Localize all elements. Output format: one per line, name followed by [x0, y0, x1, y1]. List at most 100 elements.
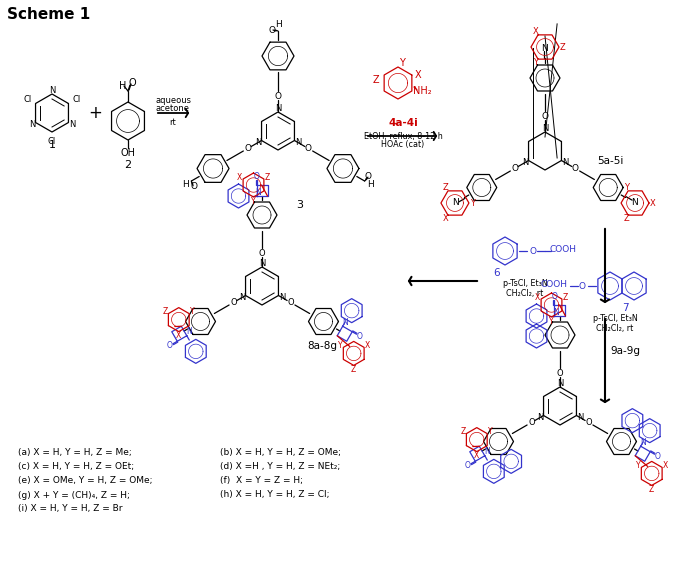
Text: N: N	[557, 378, 563, 388]
Text: 5a-5i: 5a-5i	[597, 156, 623, 166]
Text: Z: Z	[162, 307, 168, 316]
Text: N: N	[522, 158, 528, 167]
Text: O: O	[128, 78, 136, 88]
Text: Y: Y	[549, 317, 553, 325]
Text: Cl: Cl	[48, 137, 56, 145]
Text: O: O	[357, 332, 363, 340]
Text: (a) X = H, Y = H, Z = Me;: (a) X = H, Y = H, Z = Me;	[18, 449, 132, 457]
Text: X: X	[414, 70, 421, 80]
Text: N: N	[537, 413, 543, 422]
Text: N: N	[577, 413, 583, 422]
Text: O: O	[244, 144, 251, 153]
Text: 2: 2	[125, 160, 132, 170]
Text: Cl: Cl	[72, 95, 80, 103]
Text: O: O	[542, 112, 549, 120]
Text: N: N	[484, 447, 490, 456]
Text: NH₂: NH₂	[412, 86, 432, 96]
Text: O: O	[557, 368, 563, 378]
Text: Z: Z	[264, 173, 270, 181]
Text: N: N	[255, 138, 261, 147]
Text: O: O	[530, 246, 536, 256]
Text: Y: Y	[623, 183, 629, 192]
Text: N: N	[239, 293, 245, 302]
Text: (f)  X = Y = Z = H;: (f) X = Y = Z = H;	[220, 476, 303, 486]
Text: O: O	[655, 452, 661, 461]
Text: N: N	[295, 138, 301, 147]
Text: 8a-8g: 8a-8g	[307, 341, 337, 351]
Text: Y: Y	[534, 58, 538, 67]
Text: N: N	[259, 259, 265, 267]
Text: H: H	[182, 180, 188, 189]
Text: O: O	[528, 418, 535, 427]
Text: 7: 7	[622, 303, 628, 313]
Text: Z: Z	[563, 292, 568, 302]
Text: O: O	[511, 164, 518, 173]
Text: Y: Y	[399, 58, 405, 68]
Text: X: X	[533, 27, 539, 36]
Text: p-TsCl, Et₃N: p-TsCl, Et₃N	[503, 278, 547, 288]
Text: rt: rt	[170, 117, 176, 127]
Text: Cl: Cl	[23, 95, 32, 103]
Text: O: O	[551, 292, 558, 300]
Text: 3: 3	[297, 200, 303, 210]
Text: O: O	[579, 282, 586, 290]
Text: (i) X = H, Y = H, Z = Br: (i) X = H, Y = H, Z = Br	[18, 504, 123, 514]
Text: Z: Z	[373, 75, 379, 85]
Text: Scheme 1: Scheme 1	[7, 7, 90, 22]
Text: N: N	[553, 307, 560, 317]
Text: N: N	[279, 293, 285, 302]
Text: N: N	[542, 124, 548, 132]
Text: O: O	[305, 144, 312, 153]
Text: Z: Z	[460, 427, 466, 436]
Text: EtOH, reflux, 8-12 h: EtOH, reflux, 8-12 h	[364, 131, 443, 141]
Text: X: X	[237, 173, 242, 181]
Text: HOAc (cat): HOAc (cat)	[382, 139, 425, 149]
Text: N: N	[68, 120, 75, 129]
Text: O: O	[287, 298, 294, 307]
Text: Z: Z	[443, 183, 449, 192]
Text: Z: Z	[560, 42, 566, 52]
Text: N: N	[275, 103, 281, 113]
Text: O: O	[230, 298, 237, 307]
Text: (h) X = H, Y = H, Z = Cl;: (h) X = H, Y = H, Z = Cl;	[220, 490, 329, 500]
Text: N: N	[452, 198, 459, 207]
Text: Y: Y	[251, 196, 256, 206]
Text: 4a-4i: 4a-4i	[388, 118, 418, 128]
Text: O: O	[190, 182, 197, 191]
Text: O: O	[275, 91, 282, 101]
Text: N: N	[542, 44, 549, 52]
Text: O: O	[365, 172, 372, 181]
Text: O: O	[259, 249, 265, 257]
Text: X: X	[535, 292, 540, 302]
Text: (c) X = H, Y = H, Z = OEt;: (c) X = H, Y = H, Z = OEt;	[18, 462, 134, 472]
Text: Y: Y	[488, 427, 493, 436]
Text: O: O	[585, 418, 592, 427]
Text: N: N	[562, 158, 568, 167]
Text: (g) X + Y = (CH)₄, Z = H;: (g) X + Y = (CH)₄, Z = H;	[18, 490, 130, 500]
Text: X: X	[650, 199, 656, 207]
Text: acetone: acetone	[156, 103, 190, 113]
Text: N: N	[186, 327, 192, 336]
Text: Y: Y	[636, 461, 640, 470]
Text: COOH: COOH	[540, 279, 567, 289]
Text: 9a-9g: 9a-9g	[610, 346, 640, 356]
Text: O: O	[269, 26, 275, 34]
Text: p-TsCl, Et₃N: p-TsCl, Et₃N	[593, 314, 637, 322]
Text: Y: Y	[471, 199, 475, 207]
Text: aqueous: aqueous	[155, 95, 191, 105]
Text: CH₂Cl₂, rt: CH₂Cl₂, rt	[506, 289, 544, 297]
Text: X: X	[663, 461, 668, 470]
Text: Z: Z	[351, 365, 356, 374]
Text: 6: 6	[494, 268, 500, 278]
Text: (b) X = H, Y = H, Z = OMe;: (b) X = H, Y = H, Z = OMe;	[220, 449, 341, 457]
Text: N: N	[49, 85, 55, 95]
Text: Y: Y	[338, 341, 342, 350]
Text: O: O	[253, 171, 260, 181]
Text: H: H	[275, 20, 282, 28]
Text: (e) X = OMe, Y = H, Z = OMe;: (e) X = OMe, Y = H, Z = OMe;	[18, 476, 153, 486]
Text: CH₂Cl₂, rt: CH₂Cl₂, rt	[597, 324, 634, 332]
Text: N: N	[640, 437, 645, 447]
Text: N: N	[342, 318, 347, 327]
Text: N: N	[29, 120, 35, 129]
Text: (d) X =H , Y = H, Z = NEt₂;: (d) X =H , Y = H, Z = NEt₂;	[220, 462, 340, 472]
